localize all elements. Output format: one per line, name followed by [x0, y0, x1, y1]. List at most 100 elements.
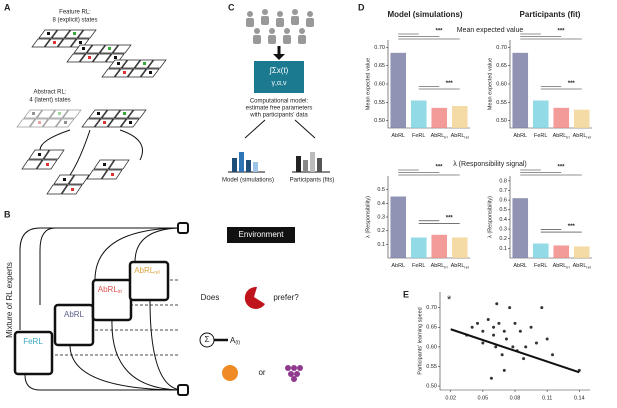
expert-sub: irr	[118, 289, 123, 295]
point	[502, 368, 506, 372]
expert-name: AbRL	[134, 266, 155, 275]
point	[494, 345, 498, 349]
significance: ***	[568, 224, 576, 230]
x-tick-label: AbRLrel	[451, 263, 469, 269]
y-tick-label: 0.4	[377, 201, 385, 207]
y-tick-label: 0.6	[499, 198, 507, 204]
bar	[532, 243, 549, 258]
bar	[451, 106, 468, 128]
caption: Model (simulations)	[222, 178, 274, 184]
panel-letter: C	[228, 2, 235, 12]
point	[486, 317, 490, 321]
bar	[512, 52, 529, 129]
point	[489, 376, 493, 380]
action-name: A	[230, 336, 236, 345]
category-sub: irr	[444, 135, 448, 140]
y-tick-label: 0.65	[496, 63, 507, 69]
y-tick-label: 0.70	[496, 45, 507, 51]
bar	[451, 237, 468, 258]
y-tick-label: 0.65	[374, 63, 385, 69]
caption: Participants (fits)	[290, 178, 335, 184]
point	[497, 321, 501, 325]
bar	[431, 107, 448, 128]
label: Abstract RL:	[33, 90, 66, 96]
x-tick-label: FeRL	[412, 133, 425, 139]
category: AbRL	[431, 263, 445, 269]
expert-label: AbRLrel	[134, 266, 160, 276]
y-tick-label: 0.3	[499, 227, 507, 233]
x-tick-label: 0.05	[477, 395, 488, 401]
y-tick-label: 0.60	[426, 344, 437, 350]
people-icon	[246, 9, 314, 44]
expert-boxes	[13, 260, 170, 376]
state-grid	[16, 109, 82, 128]
x-tick-label: FeRL	[412, 263, 425, 269]
point	[481, 329, 485, 333]
category: AbRL	[391, 133, 405, 139]
x-tick-label: FeRL	[534, 133, 547, 139]
category-sub: irr	[566, 265, 570, 270]
y-tick-label: 0.55	[426, 364, 437, 370]
y-tick-label: 0.50	[496, 118, 507, 124]
point	[481, 341, 485, 345]
x-tick-label: AbRLrel	[451, 133, 469, 139]
y-tick-label: 0.55	[496, 100, 507, 106]
axis	[439, 292, 590, 391]
side-label: Mixture of RL experts	[5, 262, 14, 338]
bar	[390, 52, 407, 129]
panel-letter: B	[4, 209, 11, 219]
state-grid	[81, 109, 147, 128]
point	[511, 345, 515, 349]
y-tick-label: 0.3	[377, 214, 385, 220]
category-sub: irr	[444, 265, 448, 270]
y-tick-label: 0.55	[374, 100, 385, 106]
bar	[431, 234, 448, 258]
y-tick-label: 0.2	[377, 228, 385, 234]
regression-line	[450, 328, 580, 374]
column-title: Participants (fit)	[520, 10, 581, 19]
model-box	[254, 61, 304, 93]
x-tick-label: 0.11	[542, 395, 552, 401]
y-tick-label: 0.70	[374, 45, 385, 51]
expert-label: AbRL	[64, 310, 85, 319]
expert-label: AbRLirr	[98, 285, 123, 295]
point	[470, 325, 474, 329]
category: AbRL	[573, 263, 587, 269]
x-tick-label: AbRL	[391, 133, 405, 139]
category-sub: rel	[586, 135, 591, 140]
connector	[39, 129, 143, 176]
category: FeRL	[412, 263, 425, 269]
bar	[573, 109, 590, 128]
label: 4 (latent) states	[29, 98, 70, 104]
category: AbRL	[553, 263, 567, 269]
point	[540, 306, 544, 310]
caption: with participants' data	[249, 113, 308, 119]
y-axis-label: Participants' learning speed	[417, 307, 423, 374]
significance: ***	[446, 81, 454, 87]
caption: estimate free parameters	[246, 106, 313, 112]
y-axis-label: Mean expected value	[365, 58, 371, 110]
y-axis-label: λ (Responsibility)	[487, 196, 493, 238]
point	[551, 353, 554, 357]
y-tick-label: 0.60	[496, 81, 507, 87]
y-tick-label: 0.1	[377, 242, 385, 248]
mini-bars	[228, 152, 330, 173]
category: FeRL	[412, 133, 425, 139]
category: AbRL	[391, 263, 405, 269]
x-tick-label: FeRL	[534, 263, 547, 269]
y-tick-label: 0.1	[499, 246, 507, 252]
x-tick-label: AbRLirr	[553, 263, 571, 269]
expert-sub: rel	[154, 270, 160, 276]
category-sub: rel	[586, 265, 591, 270]
orange-icon	[222, 365, 238, 381]
category: AbRL	[451, 263, 465, 269]
params: γ,α,ν	[272, 80, 287, 87]
or: or	[258, 368, 265, 377]
node	[177, 384, 189, 396]
state-grid	[31, 29, 97, 48]
action: A(t)	[230, 336, 240, 346]
y-tick-label: 0.8	[499, 178, 507, 184]
point	[513, 321, 517, 325]
state-grid	[46, 174, 90, 195]
significance: ***	[435, 165, 443, 171]
